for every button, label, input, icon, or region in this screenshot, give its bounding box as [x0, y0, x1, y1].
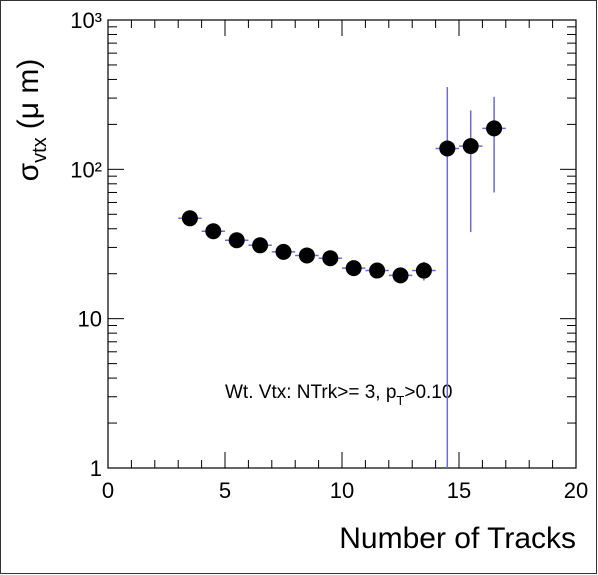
marker: [205, 223, 222, 240]
x-axis-label: Number of Tracks: [339, 522, 576, 555]
marker: [322, 250, 339, 267]
marker: [486, 120, 503, 137]
y-axis-label: σvtx (μ m): [12, 59, 51, 182]
marker: [275, 243, 292, 260]
y-tick-label: 1: [90, 456, 102, 481]
marker: [462, 138, 479, 155]
y-label-unit: (μ m): [12, 59, 45, 130]
marker: [181, 210, 198, 227]
marker: [415, 262, 432, 279]
marker: [369, 262, 386, 279]
y-tick-label: 10²: [70, 157, 102, 182]
marker: [392, 267, 409, 284]
annotation-text: Wt. Vtx: NTrk>= 3, p: [225, 382, 396, 403]
x-tick-label: 5: [219, 478, 231, 503]
marker: [252, 237, 269, 254]
x-tick-label: 15: [447, 478, 471, 503]
x-tick-label: 0: [102, 478, 114, 503]
marker: [439, 140, 456, 157]
annotation-text: >0.10: [404, 382, 452, 403]
x-tick-label: 10: [330, 478, 354, 503]
marker: [345, 260, 362, 277]
x-tick-label: 20: [564, 478, 588, 503]
marker: [298, 247, 315, 264]
annotation: Wt. Vtx: NTrk>= 3, pT>0.10: [225, 382, 452, 408]
y-label-subscript: vtx: [29, 137, 51, 163]
y-tick-label: 10³: [70, 8, 102, 33]
marker: [228, 232, 245, 249]
y-tick-label: 10: [78, 307, 102, 332]
annotation-subscript: T: [396, 393, 404, 408]
y-label-symbol: σ: [12, 162, 45, 181]
